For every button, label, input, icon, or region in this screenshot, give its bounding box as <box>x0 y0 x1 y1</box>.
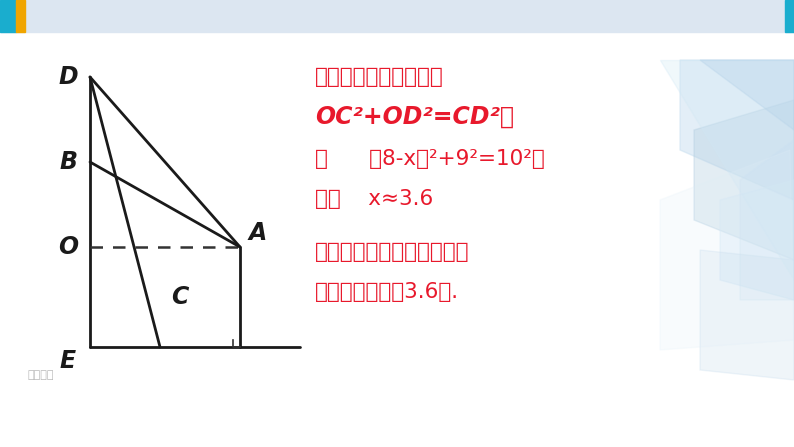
Bar <box>16 0 25 32</box>
Text: D: D <box>58 65 78 89</box>
Text: E: E <box>60 349 76 373</box>
Polygon shape <box>694 100 794 260</box>
Polygon shape <box>720 180 794 300</box>
Polygon shape <box>660 150 794 350</box>
Polygon shape <box>700 60 794 130</box>
Polygon shape <box>700 250 794 380</box>
Text: O: O <box>58 235 78 259</box>
Text: B: B <box>59 150 77 174</box>
Text: 答：消防车要从原处再向着: 答：消防车要从原处再向着 <box>315 242 469 262</box>
Polygon shape <box>740 140 794 300</box>
Text: 于是根据勾股定理，得: 于是根据勾股定理，得 <box>315 67 444 87</box>
Bar <box>0 0 794 32</box>
Bar <box>785 0 794 32</box>
Text: OC²+OD²=CD²，: OC²+OD²=CD²， <box>315 105 514 129</box>
Text: 即      （8-x）²+9²=10²，: 即 （8-x）²+9²=10²， <box>315 149 545 169</box>
Text: C: C <box>172 285 189 309</box>
Text: 解得    x≈3.6: 解得 x≈3.6 <box>315 189 434 209</box>
Polygon shape <box>680 60 794 200</box>
Polygon shape <box>660 60 794 280</box>
Bar <box>0 0 16 32</box>
Text: 为梦奋斗: 为梦奋斗 <box>28 370 55 380</box>
Text: 火的楼房靠近约3.6米.: 火的楼房靠近约3.6米. <box>315 282 459 302</box>
Text: A: A <box>249 221 267 245</box>
